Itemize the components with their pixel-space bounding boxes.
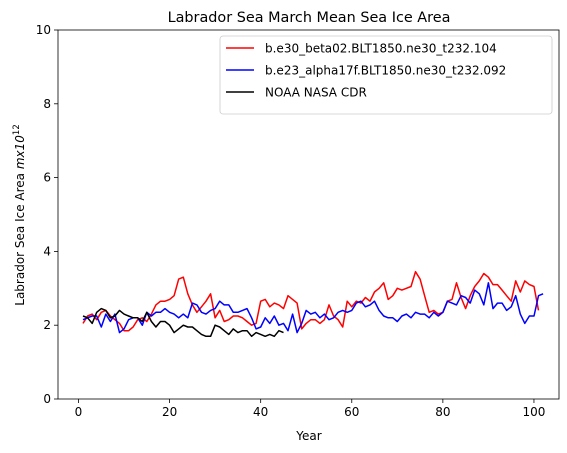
series-line-3 <box>82 307 284 338</box>
y-tick-label: 8 <box>43 97 51 111</box>
series-line-1 <box>82 270 540 332</box>
legend-label-2: b.e23_alpha17f.BLT1850.ne30_t232.092 <box>265 64 506 78</box>
y-axis-label-main: Labrador Sea Ice Area <box>13 169 27 306</box>
legend-box <box>219 35 553 115</box>
y-tick-label: 6 <box>43 171 51 185</box>
legend: b.e30_beta02.BLT1850.ne30_t232.104 b.e23_… <box>219 35 553 115</box>
y-axis-label-unit: mx10 <box>13 135 27 169</box>
x-tick-label: 0 <box>75 405 83 419</box>
series-layer <box>82 270 544 338</box>
plot-frame <box>57 29 560 400</box>
x-tick-label: 80 <box>435 405 450 419</box>
chart-title: Labrador Sea March Mean Sea Ice Area <box>168 10 451 26</box>
x-axis-label: Year <box>295 429 321 443</box>
y-axis-label-exponent: 12 <box>12 124 22 135</box>
y-tick-label: 0 <box>43 392 51 406</box>
x-tick-label: 20 <box>162 405 177 419</box>
y-tick-label: 2 <box>43 318 51 332</box>
y-tick-label: 10 <box>36 23 51 37</box>
legend-label-3: NOAA NASA CDR <box>265 86 367 100</box>
x-tick-label: 40 <box>253 405 268 419</box>
y-tick-label: 4 <box>43 244 51 258</box>
axis-ticks: 0 20 40 60 80 100 0 2 4 6 8 10 <box>36 23 546 419</box>
x-tick-label: 100 <box>522 405 545 419</box>
series-line-2 <box>82 282 544 334</box>
x-tick-label: 60 <box>344 405 359 419</box>
y-axis-label: Labrador Sea Ice Area mx1012 <box>12 124 27 305</box>
legend-label-1: b.e30_beta02.BLT1850.ne30_t232.104 <box>265 42 497 56</box>
